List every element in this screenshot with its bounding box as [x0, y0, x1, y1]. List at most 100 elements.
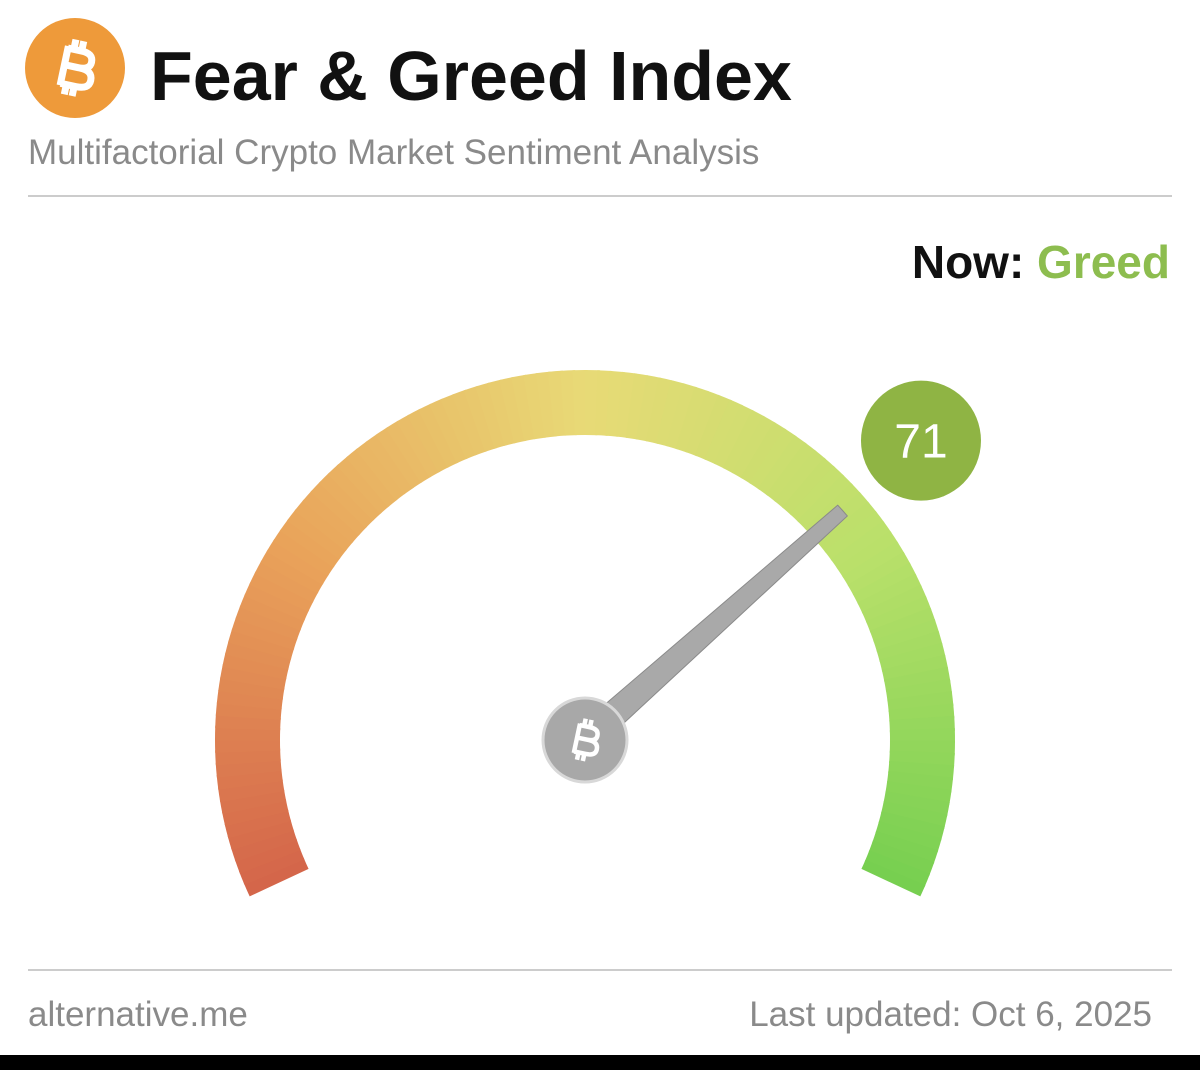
- gauge-arc-segment: [227, 819, 294, 851]
- classification: Greed: [1037, 236, 1170, 288]
- gauge-arc-segment: [218, 779, 285, 803]
- gauge-arc-segment: [865, 595, 932, 633]
- gauge-arc-segment: [407, 408, 450, 473]
- value-bubble: [860, 380, 981, 501]
- gauge-arc-segment: [731, 415, 776, 479]
- gauge-arc-segment: [605, 370, 625, 437]
- gauge-arc-segment: [878, 811, 945, 841]
- gauge-arc-segment: [885, 781, 952, 805]
- gauge-arc-segment: [215, 737, 281, 753]
- gauge-arc-segment: [215, 700, 282, 721]
- logo: [25, 18, 125, 118]
- gauge-arc-segment: [375, 426, 423, 489]
- gauge-arc-segment: [302, 490, 361, 544]
- gauge-arc-segment: [889, 728, 955, 744]
- gauge-arc-segment: [417, 403, 459, 468]
- gauge-arc-segment: [244, 582, 310, 622]
- subtitle: Multifactorial Crypto Market Sentiment A…: [28, 133, 759, 172]
- gauge-arc-segment: [857, 573, 922, 614]
- gauge-arc-segment: [224, 640, 292, 670]
- gauge-arc-segment: [218, 676, 285, 700]
- gauge-arc-segment: [222, 652, 289, 680]
- gauge-arc-segment: [883, 791, 950, 817]
- gauge-arc-segment: [655, 380, 686, 447]
- last-updated: Last updated: Oct 6, 2025: [749, 995, 1152, 1034]
- gauge-arc-segment: [876, 630, 943, 662]
- title: Fear & Greed Index: [150, 37, 792, 115]
- gauge-arc-segment: [235, 604, 302, 641]
- gauge-arc-segment: [852, 562, 917, 605]
- gauge-arc-segment: [451, 389, 487, 456]
- bottom-bar: [0, 1055, 1200, 1070]
- hub-symbol: [571, 718, 600, 762]
- now-label: Now:: [912, 236, 1024, 288]
- gauge-arc-segment: [873, 619, 940, 653]
- status: Now: Greed: [912, 236, 1170, 288]
- gauge-arc-segment: [766, 442, 817, 503]
- gauge-arc-segment: [740, 421, 787, 485]
- gauge-arc-segment: [869, 607, 936, 643]
- gauge-arc-segment: [231, 828, 298, 862]
- gauge-arc-segment: [685, 390, 721, 457]
- value-label: 71: [894, 416, 947, 469]
- gauge-arc-segment: [885, 678, 953, 702]
- gauge-arc-segment: [385, 420, 432, 484]
- gauge-arc-segment: [864, 850, 931, 888]
- gauge-arc-segment: [818, 501, 878, 553]
- gauge-arc-segment: [463, 385, 497, 452]
- gauge-arc-segment: [224, 809, 291, 839]
- gauge-arc-segment: [625, 373, 650, 440]
- gauge-arc-segment: [355, 440, 406, 501]
- gauge-arc-segment: [440, 393, 478, 460]
- gauge-arc-segment: [847, 551, 911, 596]
- gauge-arc-segment: [220, 664, 287, 690]
- gauge-arc-segment: [266, 539, 329, 585]
- gauge-arc-segment: [327, 464, 382, 521]
- gauge-arc-segment: [645, 377, 674, 444]
- gauge-arc-segment: [272, 528, 335, 577]
- gauge-arc-segment: [722, 409, 766, 474]
- gauge-arc-segment: [861, 584, 927, 624]
- gauge: 71: [215, 369, 981, 897]
- gauge-arc-segment: [345, 448, 398, 508]
- gauge-arc-segment: [881, 801, 948, 829]
- gauge-arc-segment: [830, 520, 892, 570]
- gauge-arc-segment: [243, 857, 309, 897]
- gauge-arc-segment: [861, 859, 926, 897]
- gauge-arc-segment: [879, 642, 946, 672]
- gauge-arc-segment: [249, 571, 314, 612]
- gauge-arc-segment: [886, 770, 954, 793]
- gauge-arc-segment: [222, 799, 289, 827]
- gauge-arc-segment: [694, 394, 732, 461]
- gauge-arc-segment: [365, 433, 415, 495]
- gauge-arc-segment: [396, 414, 441, 478]
- gauge-arc-segment: [310, 481, 368, 536]
- gauge-arc-segment: [286, 508, 347, 560]
- gauge-arc-segment: [797, 474, 853, 530]
- gauge-arc-segment: [883, 666, 951, 692]
- gauge-arc-segment: [713, 404, 755, 469]
- gauge-arc-segment: [254, 560, 319, 603]
- gauge-arc-segment: [875, 821, 942, 853]
- gauge-arc-segment: [523, 372, 547, 440]
- gauge-arc-segment: [881, 654, 949, 682]
- gauge-arc-segment: [757, 435, 807, 496]
- gauge-arc-segment: [318, 472, 375, 529]
- gauge-arc-segment: [475, 382, 507, 449]
- gauge-arc-segment: [231, 616, 298, 650]
- hub-symbol-part: [574, 718, 594, 762]
- gauge-arc-segment: [572, 369, 588, 436]
- gauge-arc-segment: [228, 628, 295, 660]
- gauge-arc-segment: [774, 449, 827, 509]
- gauge-arc-segment: [842, 541, 905, 587]
- gauge-arc-segment: [789, 465, 845, 523]
- gauge-arc-segment: [499, 376, 527, 444]
- hub-symbol-part: [571, 722, 600, 757]
- source: alternative.me: [28, 995, 248, 1034]
- gauge-arc-segment: [635, 375, 662, 442]
- gauge-arc-segment: [260, 549, 324, 594]
- gauge-arc-segment: [294, 499, 354, 552]
- gauge-arc-segment: [219, 789, 287, 815]
